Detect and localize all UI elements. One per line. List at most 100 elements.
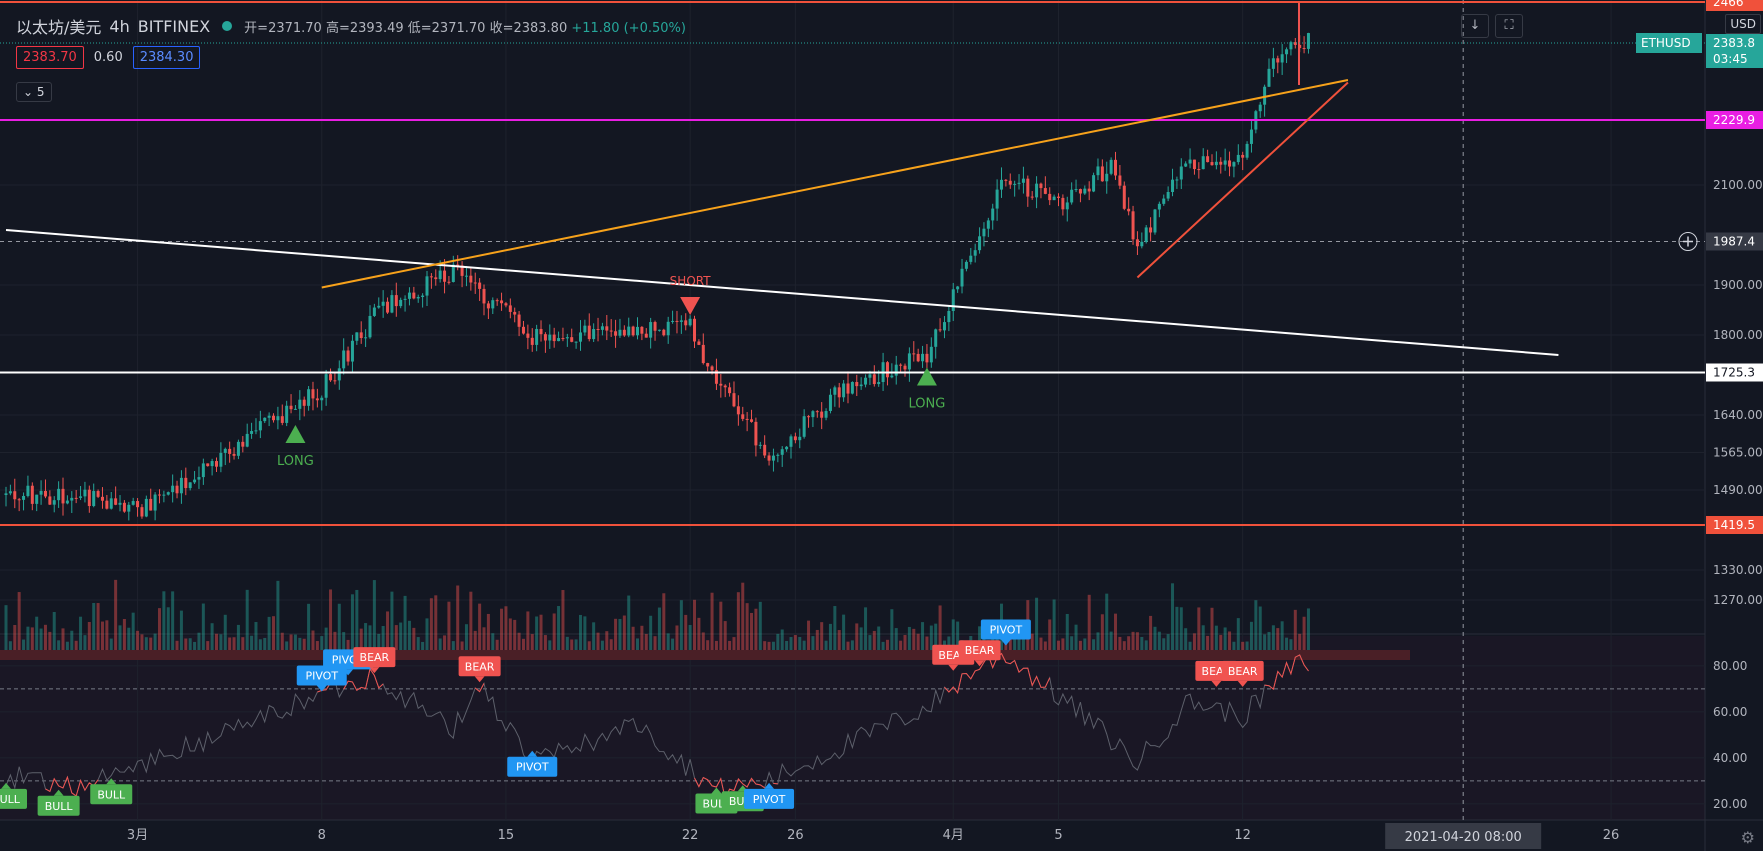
volume-bar [1096, 632, 1100, 650]
volume-bar [250, 635, 254, 650]
candle-body [320, 397, 324, 401]
candle-body [315, 398, 319, 401]
volume-bar [1109, 631, 1113, 650]
candle-body [986, 220, 990, 229]
marker-pointer-icon [974, 660, 985, 667]
candle-body [1118, 175, 1122, 186]
marker-pointer-icon [343, 669, 354, 676]
candle-body [469, 275, 473, 283]
volume-bar [298, 637, 302, 650]
volume-bar [425, 618, 429, 650]
volume-bar [1184, 628, 1188, 650]
candle-body [438, 270, 442, 280]
marker-pointer-icon [1211, 680, 1222, 687]
volume-bar [587, 641, 591, 650]
time-tick-label: 8 [318, 828, 326, 843]
volume-bar [26, 626, 30, 650]
volume-bar [219, 634, 223, 650]
signal-marker-box [296, 665, 347, 686]
indicators-toggle[interactable]: ⌄ 5 [16, 82, 52, 102]
candle-body [517, 314, 521, 327]
volume-bar [767, 641, 771, 650]
candle-body [719, 383, 723, 386]
signal-marker-label: PIVOT [990, 624, 1023, 637]
symbol-name[interactable]: 以太坊/美元 [16, 18, 102, 37]
plus-icon-glyph [1683, 236, 1693, 247]
candle-body [578, 332, 582, 342]
symbol-tag-label: ETHUSD [1641, 36, 1691, 50]
candle-body [1289, 42, 1293, 50]
close-value: 收=2383.80 [489, 20, 568, 36]
currency-button[interactable]: USD [1725, 14, 1761, 34]
candle-body [30, 485, 34, 504]
volume-bar [87, 621, 91, 650]
volume-bar [486, 613, 490, 650]
volume-bar [285, 641, 289, 650]
download-button[interactable]: ↓ [1461, 14, 1489, 38]
candle-body [688, 318, 692, 326]
volume-bar [921, 622, 925, 650]
candle-body [771, 455, 775, 461]
volume-bar [460, 641, 464, 650]
open-value: 开=2371.70 [244, 20, 322, 36]
candle-body [736, 406, 740, 415]
volume-bar [1245, 641, 1249, 650]
volume-bar [447, 601, 451, 650]
market-status-icon [222, 21, 233, 31]
candle-body [684, 320, 688, 326]
volume-bar [372, 580, 376, 650]
volume-bar [741, 582, 745, 650]
candle-body [820, 411, 824, 418]
volume-bar [653, 636, 657, 650]
volume-bar [175, 640, 179, 650]
candle-body [1004, 179, 1008, 181]
interval-label[interactable]: 4h [109, 16, 130, 36]
candle-body [70, 497, 74, 501]
candle-body [1065, 202, 1069, 210]
volume-bar [846, 641, 850, 650]
candle-body [118, 502, 122, 505]
volume-bar [557, 606, 561, 650]
fullscreen-button[interactable]: ⛶ [1495, 14, 1523, 38]
candle-body [982, 228, 986, 237]
volume-bar [245, 589, 249, 650]
time-tick-label: 12 [1234, 828, 1251, 843]
candle-body [565, 337, 569, 339]
volume-bar [1118, 636, 1122, 650]
candle-body [745, 418, 749, 420]
volume-bar [600, 640, 604, 650]
candle-body [197, 477, 201, 480]
candle-body [407, 292, 411, 299]
candle-body [1061, 197, 1065, 210]
volume-bar [280, 632, 284, 650]
volume-bar [162, 591, 166, 650]
volume-bar [434, 595, 438, 650]
gear-icon[interactable]: ⚙ [1740, 828, 1755, 847]
candle-body [245, 433, 249, 447]
volume-bar [57, 640, 61, 650]
volume-bar [100, 621, 104, 650]
candle-body [39, 490, 43, 495]
candle-body [451, 264, 455, 283]
volume-bar [1052, 599, 1056, 650]
candle-body [1105, 173, 1109, 182]
volume-bar [916, 633, 920, 650]
volume-bar [140, 634, 144, 650]
volume-bar [596, 632, 600, 650]
candle-body [184, 477, 188, 489]
candle-body [1100, 166, 1104, 182]
candle-body [1228, 160, 1232, 167]
sell-button[interactable]: 2383.70 [16, 46, 84, 69]
candle-body [105, 500, 109, 509]
candle-body [1017, 182, 1021, 184]
trade-panel: 2383.70 0.60 2384.30 [16, 46, 201, 69]
buy-button[interactable]: 2384.30 [132, 46, 201, 69]
candle-body [657, 329, 661, 331]
rsi-tick-label: 40.00 [1713, 751, 1747, 765]
volume-bar [850, 640, 854, 650]
candle-body [750, 419, 754, 422]
volume-bar [881, 641, 885, 650]
candle-body [399, 299, 403, 307]
signal-marker-label: BEAR [965, 644, 995, 657]
